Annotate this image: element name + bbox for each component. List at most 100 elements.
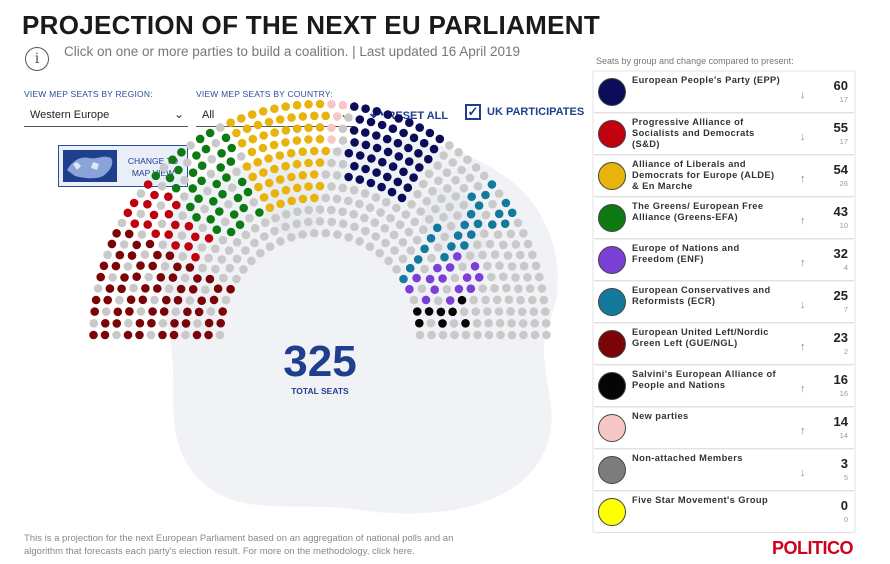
seat-dot[interactable] xyxy=(143,220,152,229)
seat-dot[interactable] xyxy=(487,180,497,189)
seat-dot[interactable] xyxy=(483,307,492,316)
seat-dot[interactable] xyxy=(365,203,375,212)
seat-dot[interactable] xyxy=(193,319,202,328)
seat-dot[interactable] xyxy=(415,123,425,132)
seat-dot[interactable] xyxy=(247,147,257,157)
seat-dot[interactable] xyxy=(224,246,234,255)
seat-dot[interactable] xyxy=(443,184,452,193)
seat-dot[interactable] xyxy=(123,330,133,340)
seat-dot[interactable] xyxy=(399,128,408,138)
seat-dot[interactable] xyxy=(144,272,153,282)
seat-dot[interactable] xyxy=(473,330,482,340)
seat-dot[interactable] xyxy=(401,210,411,219)
party-color-swatch[interactable] xyxy=(598,78,626,106)
seat-dot[interactable] xyxy=(165,251,175,260)
seat-dot[interactable] xyxy=(525,284,535,293)
seat-dot[interactable] xyxy=(170,319,179,328)
seat-dot[interactable] xyxy=(514,284,523,294)
seat-dot[interactable] xyxy=(460,220,470,230)
seat-dot[interactable] xyxy=(138,295,148,305)
seat-dot[interactable] xyxy=(292,100,302,110)
seat-dot[interactable] xyxy=(399,167,408,177)
seat-dot[interactable] xyxy=(445,141,454,150)
seat-dot[interactable] xyxy=(458,262,467,272)
seat-dot[interactable] xyxy=(355,175,365,184)
party-color-swatch[interactable] xyxy=(598,372,626,400)
seat-dot[interactable] xyxy=(380,224,390,233)
seat-dot[interactable] xyxy=(200,204,209,214)
seat-dot[interactable] xyxy=(388,162,398,171)
seat-dot[interactable] xyxy=(531,261,541,271)
party-row[interactable]: Salvini's European Alliance of People an… xyxy=(594,366,854,407)
seat-dot[interactable] xyxy=(150,190,159,200)
seat-dot[interactable] xyxy=(191,252,200,262)
seat-dot[interactable] xyxy=(136,209,146,219)
seat-dot[interactable] xyxy=(434,176,443,186)
seat-dot[interactable] xyxy=(399,274,408,284)
seat-dot[interactable] xyxy=(168,273,178,282)
seat-dot[interactable] xyxy=(451,175,460,185)
seat-dot[interactable] xyxy=(241,230,251,240)
seat-dot[interactable] xyxy=(530,330,540,340)
seat-dot[interactable] xyxy=(197,243,207,252)
seat-dot[interactable] xyxy=(469,295,479,305)
party-color-swatch[interactable] xyxy=(598,120,626,148)
seat-dot[interactable] xyxy=(198,263,207,273)
seat-dot[interactable] xyxy=(235,220,245,229)
seat-dot[interactable] xyxy=(264,154,273,163)
seat-dot[interactable] xyxy=(381,238,390,248)
seat-dot[interactable] xyxy=(398,254,408,264)
seat-dot[interactable] xyxy=(229,210,239,219)
seat-dot[interactable] xyxy=(178,252,187,261)
party-row[interactable]: Non-attached Members ↓ 3 5 xyxy=(594,450,854,491)
seat-dot[interactable] xyxy=(141,284,150,293)
seat-dot[interactable] xyxy=(484,330,494,340)
seat-dot[interactable] xyxy=(442,285,452,294)
seat-dot[interactable] xyxy=(232,254,242,264)
seat-dot[interactable] xyxy=(298,194,308,204)
seat-dot[interactable] xyxy=(445,202,455,212)
seat-dot[interactable] xyxy=(260,232,269,241)
seat-dot[interactable] xyxy=(416,207,426,216)
seat-dot[interactable] xyxy=(451,192,461,201)
seat-dot[interactable] xyxy=(149,210,159,220)
seat-dot[interactable] xyxy=(218,189,227,199)
seat-dot[interactable] xyxy=(465,173,475,183)
seat-dot[interactable] xyxy=(350,138,359,147)
seat-dot[interactable] xyxy=(226,284,235,294)
seat-dot[interactable] xyxy=(467,230,476,239)
seat-dot[interactable] xyxy=(132,240,141,250)
seat-dot[interactable] xyxy=(242,124,252,133)
seat-dot[interactable] xyxy=(212,179,221,189)
seat-dot[interactable] xyxy=(221,295,231,305)
seat-dot[interactable] xyxy=(243,187,253,197)
seat-dot[interactable] xyxy=(222,173,231,182)
seat-dot[interactable] xyxy=(159,307,169,316)
seat-dot[interactable] xyxy=(216,318,225,328)
seat-dot[interactable] xyxy=(103,250,112,260)
seat-dot[interactable] xyxy=(409,173,418,182)
seat-dot[interactable] xyxy=(413,189,422,199)
seat-dot[interactable] xyxy=(245,213,254,223)
seat-dot[interactable] xyxy=(406,246,416,255)
seat-dot[interactable] xyxy=(483,261,492,271)
seat-dot[interactable] xyxy=(184,242,193,251)
seat-dot[interactable] xyxy=(502,283,511,293)
seat-dot[interactable] xyxy=(287,172,296,182)
seat-dot[interactable] xyxy=(518,319,528,328)
seat-dot[interactable] xyxy=(462,273,472,282)
seat-dot[interactable] xyxy=(419,179,428,189)
seat-dot[interactable] xyxy=(366,117,376,127)
seat-dot[interactable] xyxy=(260,218,270,227)
seat-dot[interactable] xyxy=(327,158,336,168)
seat-dot[interactable] xyxy=(117,284,126,294)
seat-dot[interactable] xyxy=(327,100,336,109)
seat-dot[interactable] xyxy=(219,273,228,283)
seat-dot[interactable] xyxy=(259,131,269,140)
seat-dot[interactable] xyxy=(265,203,275,212)
seat-dot[interactable] xyxy=(197,296,206,306)
seat-dot[interactable] xyxy=(361,104,370,113)
seat-dot[interactable] xyxy=(404,157,414,166)
seat-dot[interactable] xyxy=(233,193,243,203)
seat-dot[interactable] xyxy=(292,183,302,193)
